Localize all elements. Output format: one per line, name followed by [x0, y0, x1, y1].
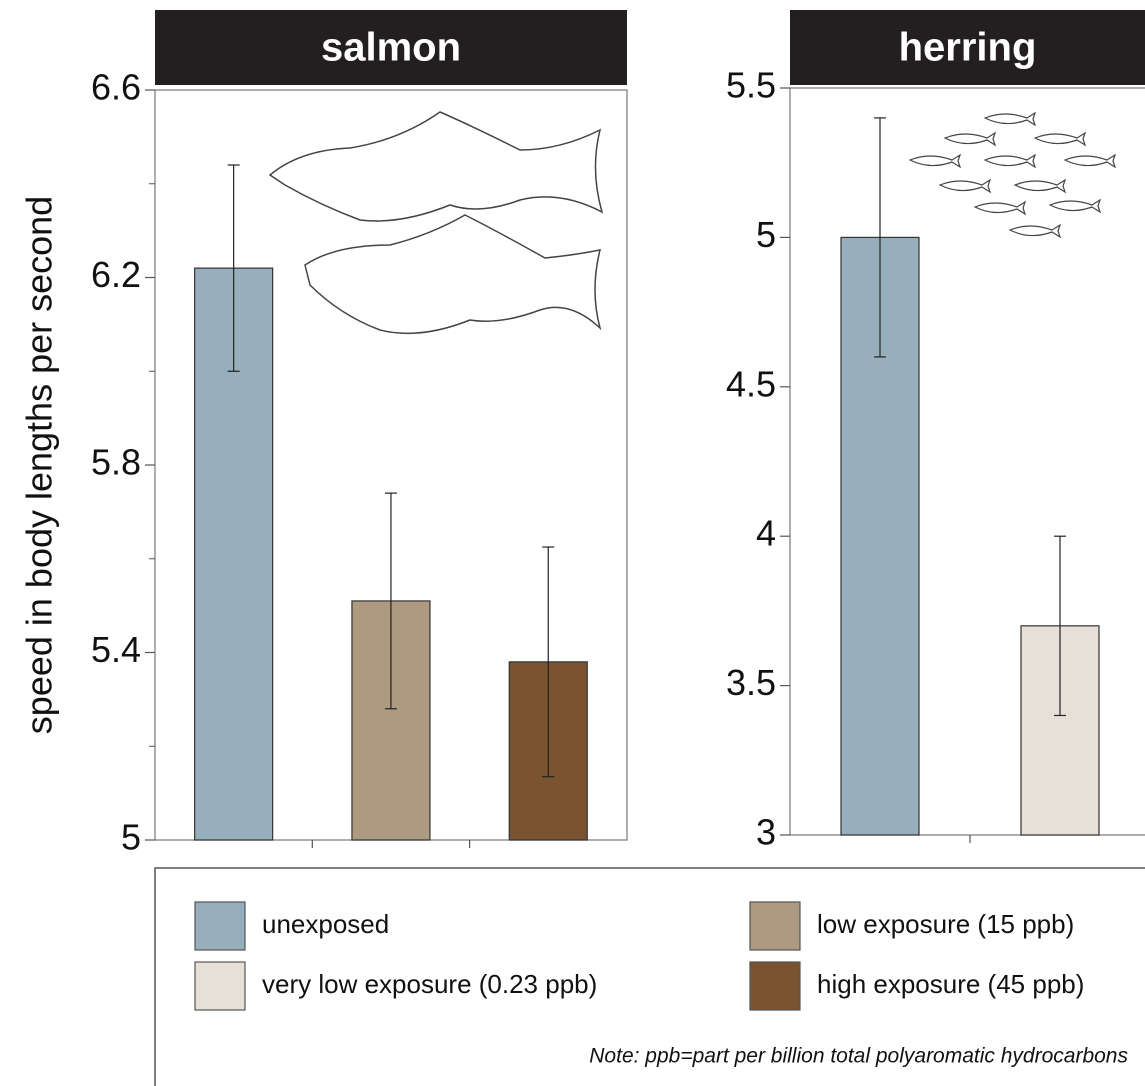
y-tick-label: 4 [756, 513, 776, 554]
legend-label: very low exposure (0.23 ppb) [262, 969, 597, 999]
y-axis-label: speed in body lengths per second [19, 196, 60, 734]
y-tick-label: 5 [756, 214, 776, 255]
legend-swatch [195, 962, 245, 1010]
legend-label: high exposure (45 ppb) [817, 969, 1084, 999]
panel-title: herring [899, 26, 1037, 70]
y-tick-label: 6.2 [91, 254, 141, 295]
panel-title: salmon [321, 26, 461, 70]
legend-swatch [750, 962, 800, 1010]
y-tick-label: 3 [756, 812, 776, 853]
y-tick-label: 5.4 [91, 629, 141, 670]
y-tick-label: 4.5 [726, 363, 776, 404]
y-tick-label: 5.5 [726, 65, 776, 106]
legend-swatch [195, 902, 245, 950]
y-tick-label: 5 [121, 817, 141, 858]
legend-swatch [750, 902, 800, 950]
y-tick-label: 3.5 [726, 662, 776, 703]
y-tick-label: 5.8 [91, 442, 141, 483]
legend-label: unexposed [262, 909, 389, 939]
legend-note: Note: ppb=part per billion total polyaro… [589, 1045, 1128, 1068]
chart: salmon 5 5.4 5.8 6.2 6.6 speed in body lengths… [0, 0, 1145, 1086]
y-tick-label: 6.6 [91, 67, 141, 108]
fish-illustrations [270, 112, 1115, 333]
legend-label: low exposure (15 ppb) [817, 909, 1074, 939]
